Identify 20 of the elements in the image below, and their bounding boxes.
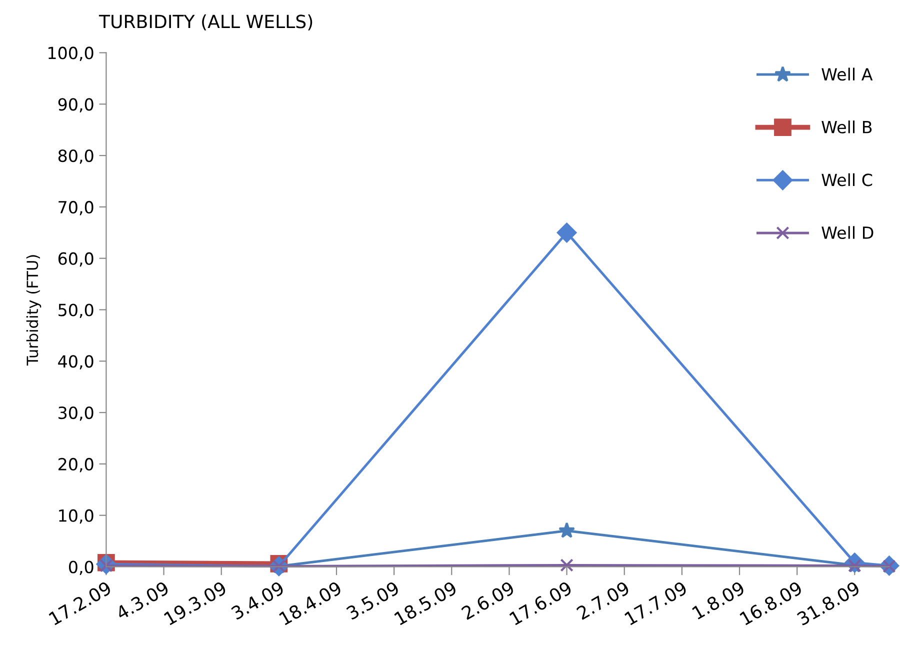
point: [558, 522, 576, 538]
chart-title: TURBIDITY (ALL WELLS): [98, 14, 312, 30]
y-tick-label: 10,0: [59, 509, 94, 524]
y-tick-label: 100,0: [48, 46, 94, 61]
y-tick-label: 30,0: [58, 406, 94, 421]
legend-label: Well A: [822, 68, 873, 81]
legend-label: Well B: [822, 120, 872, 134]
point: [560, 558, 574, 572]
y-tick-label: 20,0: [58, 458, 94, 472]
y-axis-title: Turbidity (FTU): [26, 255, 42, 366]
y-tick-label: 0,0: [68, 560, 94, 576]
y-tick-label: 80,0: [58, 149, 94, 164]
y-tick-label: 70,0: [58, 200, 94, 216]
legend-label: Well D: [822, 226, 874, 240]
y-tick-label: 60,0: [58, 252, 94, 267]
y-tick-label: 90,0: [58, 98, 94, 112]
legend-label: Well C: [822, 173, 872, 186]
y-tick-label: 50,0: [58, 304, 94, 318]
point: [556, 222, 577, 243]
y-tick-label: 40,0: [58, 355, 94, 370]
